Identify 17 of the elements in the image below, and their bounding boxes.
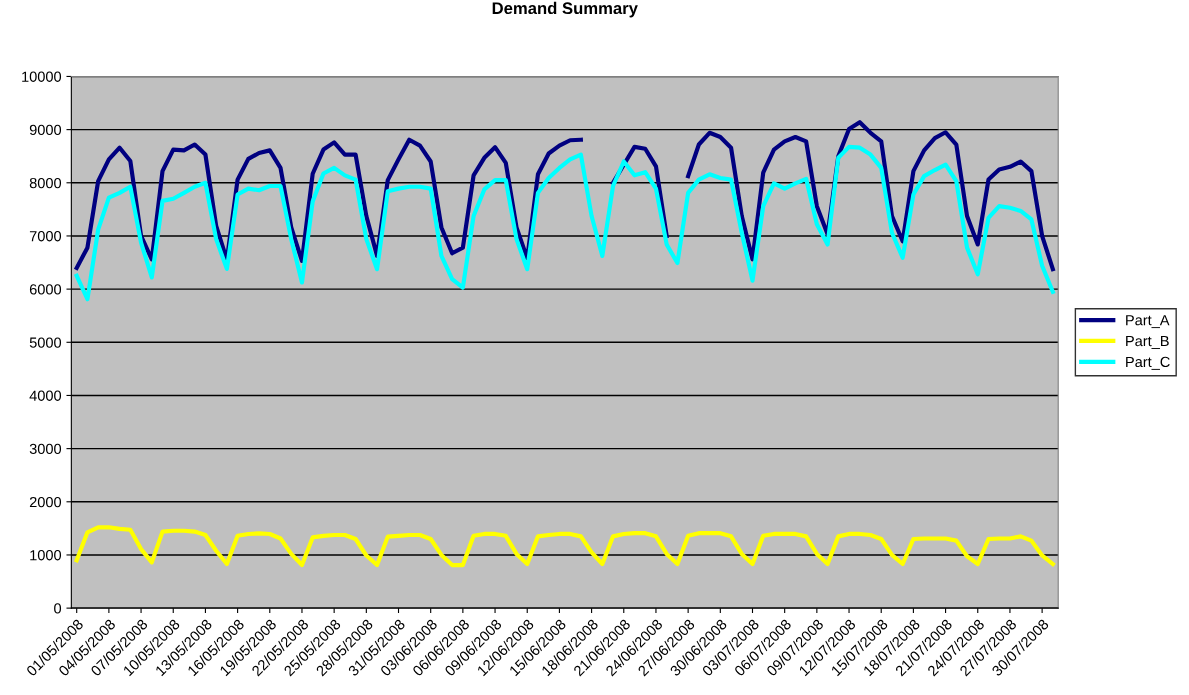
y-tick-label: 8000 bbox=[29, 177, 62, 189]
y-tick-label: 3000 bbox=[29, 443, 62, 455]
y-tick-label: 0 bbox=[54, 603, 62, 614]
y-tick-label: 10000 bbox=[22, 71, 62, 82]
legend-label: Part_B bbox=[1126, 336, 1169, 349]
line-series bbox=[74, 525, 1055, 568]
y-tick-label: 2000 bbox=[29, 496, 62, 508]
y-tick-label: 4000 bbox=[29, 390, 62, 401]
chart-title: Demand Summary bbox=[492, 1, 638, 18]
legend-label: Part_A bbox=[1126, 315, 1170, 329]
legend-label: Part_C bbox=[1126, 356, 1170, 370]
y-tick-label: 7000 bbox=[29, 231, 62, 242]
y-tick-label: 6000 bbox=[29, 284, 62, 295]
y-tick-label: 5000 bbox=[29, 337, 62, 348]
y-tick-label: 9000 bbox=[29, 124, 62, 136]
y-tick-label: 1000 bbox=[30, 550, 62, 561]
line-series bbox=[74, 144, 1055, 302]
